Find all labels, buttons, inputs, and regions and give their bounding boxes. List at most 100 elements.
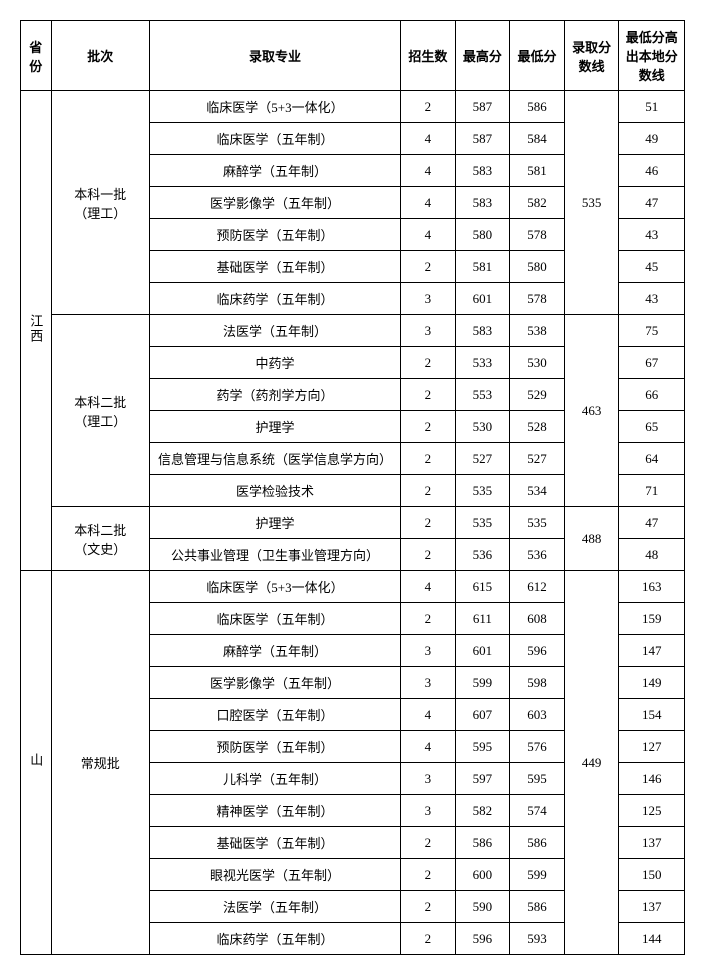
table-row: 本科二批（文史）护理学253553548847 [21,507,685,539]
major-cell: 临床医学（5+3一体化） [149,91,400,123]
max-cell: 580 [455,219,510,251]
max-cell: 583 [455,187,510,219]
diff-cell: 137 [619,891,685,923]
min-cell: 595 [510,763,565,795]
major-cell: 护理学 [149,411,400,443]
max-cell: 607 [455,699,510,731]
max-cell: 587 [455,123,510,155]
max-cell: 595 [455,731,510,763]
diff-cell: 125 [619,795,685,827]
min-cell: 603 [510,699,565,731]
batch-cell: 本科二批（理工） [51,315,149,507]
count-cell: 3 [401,795,456,827]
max-cell: 601 [455,283,510,315]
count-cell: 4 [401,187,456,219]
max-cell: 527 [455,443,510,475]
header-count: 招生数 [401,21,456,91]
min-cell: 581 [510,155,565,187]
count-cell: 4 [401,123,456,155]
header-cutoff: 录取分数线 [564,21,619,91]
batch-cell: 常规批 [51,571,149,955]
batch-cell: 本科一批（理工） [51,91,149,315]
major-cell: 儿科学（五年制） [149,763,400,795]
min-cell: 574 [510,795,565,827]
count-cell: 2 [401,923,456,955]
major-cell: 眼视光医学（五年制） [149,859,400,891]
major-cell: 药学（药剂学方向） [149,379,400,411]
count-cell: 3 [401,763,456,795]
max-cell: 581 [455,251,510,283]
diff-cell: 146 [619,763,685,795]
major-cell: 基础医学（五年制） [149,251,400,283]
diff-cell: 49 [619,123,685,155]
diff-cell: 71 [619,475,685,507]
count-cell: 2 [401,475,456,507]
diff-cell: 144 [619,923,685,955]
min-cell: 586 [510,91,565,123]
max-cell: 535 [455,475,510,507]
cutoff-cell: 488 [564,507,619,571]
province-cell: 江西 [21,91,52,571]
header-batch: 批次 [51,21,149,91]
count-cell: 4 [401,731,456,763]
min-cell: 529 [510,379,565,411]
max-cell: 582 [455,795,510,827]
min-cell: 586 [510,891,565,923]
min-cell: 608 [510,603,565,635]
major-cell: 基础医学（五年制） [149,827,400,859]
max-cell: 600 [455,859,510,891]
table-row: 本科二批（理工）法医学（五年制）358353846375 [21,315,685,347]
major-cell: 麻醉学（五年制） [149,635,400,667]
province-name: 江西 [26,314,45,344]
count-cell: 3 [401,315,456,347]
count-cell: 2 [401,891,456,923]
diff-cell: 147 [619,635,685,667]
count-cell: 4 [401,571,456,603]
max-cell: 587 [455,91,510,123]
max-cell: 596 [455,923,510,955]
major-cell: 中药学 [149,347,400,379]
min-cell: 530 [510,347,565,379]
min-cell: 528 [510,411,565,443]
min-cell: 527 [510,443,565,475]
diff-cell: 43 [619,283,685,315]
major-cell: 临床医学（五年制） [149,123,400,155]
province-cell: 山 [21,571,52,955]
major-cell: 法医学（五年制） [149,315,400,347]
major-cell: 口腔医学（五年制） [149,699,400,731]
diff-cell: 65 [619,411,685,443]
diff-cell: 48 [619,539,685,571]
batch-cell: 本科二批（文史） [51,507,149,571]
max-cell: 583 [455,155,510,187]
min-cell: 534 [510,475,565,507]
admission-score-table: 省份 批次 录取专业 招生数 最高分 最低分 录取分数线 最低分高出本地分数线 … [20,20,685,955]
major-cell: 医学影像学（五年制） [149,667,400,699]
min-cell: 536 [510,539,565,571]
min-cell: 584 [510,123,565,155]
min-cell: 538 [510,315,565,347]
min-cell: 612 [510,571,565,603]
min-cell: 598 [510,667,565,699]
diff-cell: 45 [619,251,685,283]
min-cell: 580 [510,251,565,283]
count-cell: 2 [401,347,456,379]
count-cell: 3 [401,667,456,699]
major-cell: 预防医学（五年制） [149,219,400,251]
count-cell: 2 [401,411,456,443]
min-cell: 593 [510,923,565,955]
header-major: 录取专业 [149,21,400,91]
major-cell: 临床医学（五年制） [149,603,400,635]
diff-cell: 66 [619,379,685,411]
diff-cell: 43 [619,219,685,251]
major-cell: 信息管理与信息系统（医学信息学方向） [149,443,400,475]
table-row: 江西本科一批（理工）临床医学（5+3一体化）258758653551 [21,91,685,123]
max-cell: 583 [455,315,510,347]
diff-cell: 149 [619,667,685,699]
header-max: 最高分 [455,21,510,91]
table-body: 江西本科一批（理工）临床医学（5+3一体化）258758653551临床医学（五… [21,91,685,955]
count-cell: 2 [401,507,456,539]
max-cell: 553 [455,379,510,411]
count-cell: 2 [401,859,456,891]
max-cell: 536 [455,539,510,571]
min-cell: 582 [510,187,565,219]
